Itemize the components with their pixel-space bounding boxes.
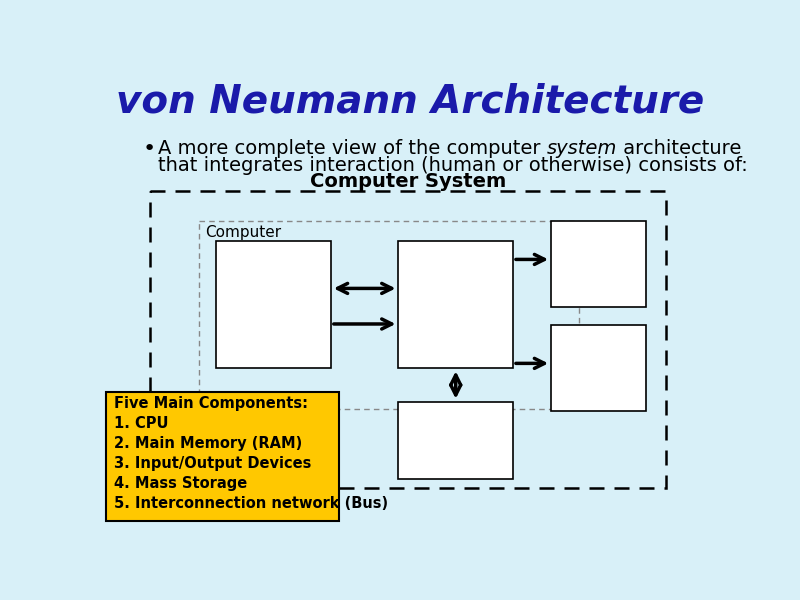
Bar [551,325,646,411]
Text: architecture: architecture [618,139,742,158]
Text: system: system [547,139,618,158]
Bar [106,392,338,521]
Bar [216,241,331,368]
Text: that integrates interaction (human or otherwise) consists of:: that integrates interaction (human or ot… [158,157,748,175]
Text: 2. Main Memory (RAM): 2. Main Memory (RAM) [114,436,302,451]
Text: Computer: Computer [206,226,282,241]
Text: 1. CPU: 1. CPU [114,416,169,431]
Bar [199,221,579,409]
Bar [551,221,646,307]
Bar [398,241,513,368]
Text: 4. Mass Storage: 4. Mass Storage [114,476,247,491]
Bar [398,401,513,479]
Text: A more complete view of the computer: A more complete view of the computer [158,139,547,158]
Text: Five Main Components:: Five Main Components: [114,397,308,412]
Text: von Neumann Architecture: von Neumann Architecture [116,82,704,120]
Text: Computer System: Computer System [310,172,506,191]
Text: 3. Input/Output Devices: 3. Input/Output Devices [114,457,311,472]
Text: 5. Interconnection network (Bus): 5. Interconnection network (Bus) [114,496,388,511]
Text: •: • [142,139,156,159]
Bar [150,191,666,488]
